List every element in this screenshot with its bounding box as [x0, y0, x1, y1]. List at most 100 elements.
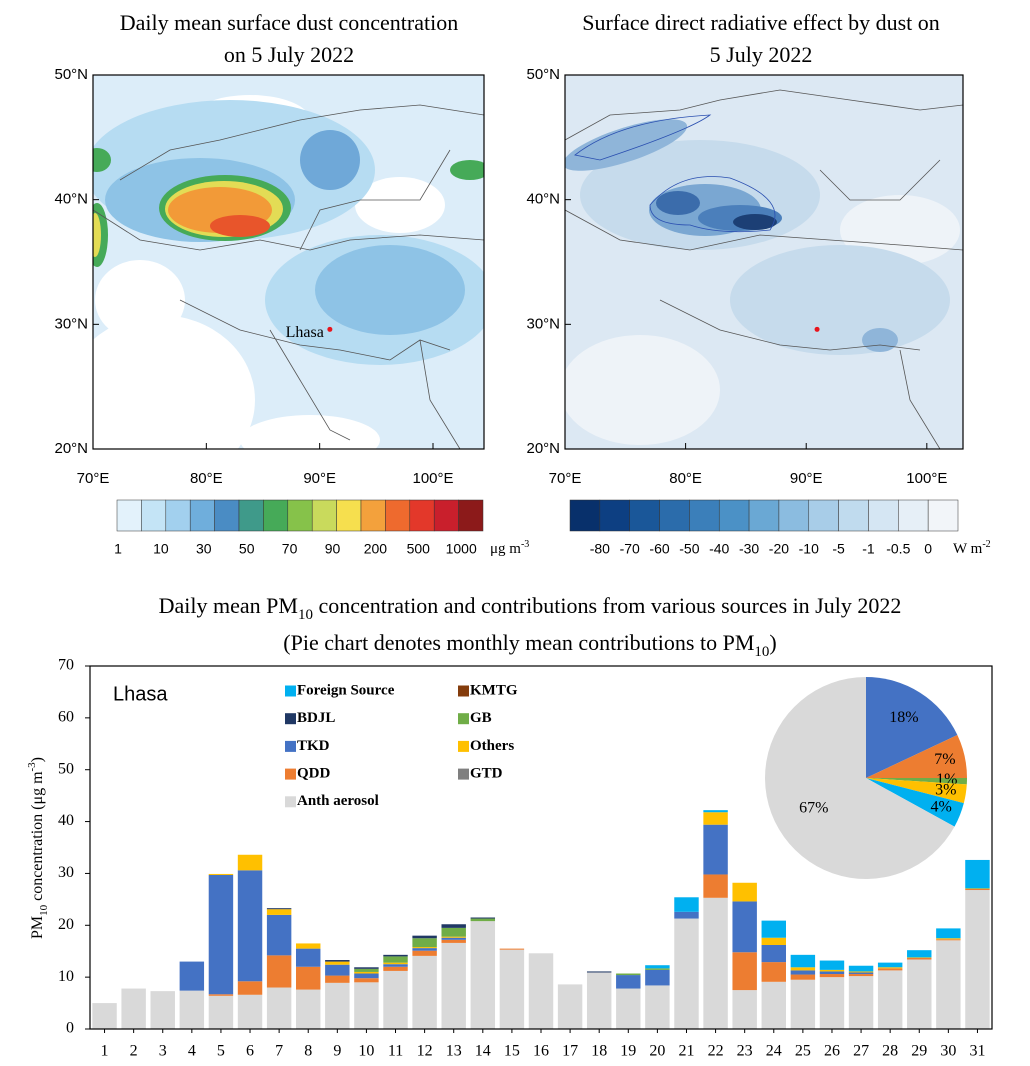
colorbar-box — [868, 499, 899, 532]
bar-segment — [703, 824, 728, 875]
bar-segment — [441, 936, 466, 938]
bar-segment — [179, 990, 205, 1029]
legend-swatch — [285, 768, 296, 780]
bar-segment — [936, 940, 961, 1029]
bar-segment — [354, 978, 379, 983]
x-tick-label: 16 — [533, 1043, 549, 1060]
legend-swatch — [285, 713, 296, 725]
bar-segment — [586, 971, 612, 973]
x-tick-label: 22 — [708, 1043, 724, 1060]
bar-segment — [383, 970, 408, 1029]
colorbar-box — [116, 499, 142, 532]
legend-swatch — [285, 740, 296, 752]
bar-segment — [412, 948, 437, 951]
x-tick-label: 19 — [620, 1043, 636, 1060]
title-sub: 10 — [298, 607, 313, 623]
y-tick-label: 0 — [66, 1020, 74, 1037]
colorbar-label: -80 — [590, 541, 610, 557]
colorbar-box — [263, 499, 289, 532]
bar-segment — [732, 952, 757, 991]
y-label-part: concentration (μg m — [29, 771, 46, 905]
colorbar-box — [385, 499, 411, 532]
map-title: Daily mean surface dust concentration — [120, 10, 458, 35]
x-tick-label: 8 — [304, 1043, 312, 1060]
bar-segment — [616, 975, 641, 989]
x-tick-label: 30 — [940, 1043, 956, 1060]
colorbar-box — [659, 499, 690, 532]
bar-segment — [557, 984, 583, 1029]
bar-segment — [965, 859, 990, 889]
x-tick-label: 12 — [417, 1043, 433, 1060]
bar-segment — [354, 973, 379, 979]
bar-segment — [383, 966, 408, 971]
bar-segment — [761, 962, 786, 982]
colorbar-box — [409, 499, 435, 532]
y-tick-label: 50°N — [54, 66, 88, 83]
bar-segment — [441, 942, 466, 1029]
bar-segment — [907, 959, 932, 1029]
colorbar-label: 200 — [364, 541, 388, 557]
bar-segment — [819, 969, 845, 972]
bar-segment — [645, 968, 670, 970]
map-title: on 5 July 2022 — [224, 42, 354, 67]
x-tick-label: 100°E — [906, 470, 947, 487]
pie-label: 3% — [935, 781, 956, 798]
legend-label: KMTG — [470, 682, 518, 698]
legend-label: Others — [470, 738, 514, 754]
y-tick-label: 30 — [58, 864, 74, 881]
colorbar-box — [629, 499, 660, 532]
legend-label: TKD — [297, 738, 330, 754]
bar-segment — [325, 975, 350, 983]
x-tick-label: 1 — [101, 1043, 109, 1060]
pie-label: 7% — [934, 751, 955, 768]
bar-segment — [790, 954, 816, 968]
x-tick-label: 2 — [130, 1043, 138, 1060]
pie-label: 18% — [889, 709, 918, 726]
x-tick-label: 13 — [446, 1043, 462, 1060]
map-title: Surface direct radiative effect by dust … — [582, 10, 940, 35]
bar-segment — [936, 939, 961, 941]
colorbar-box — [599, 499, 630, 532]
bar-segment — [325, 961, 350, 965]
bar-segment — [761, 981, 786, 1029]
bar-segment — [354, 968, 379, 972]
title-text: ) — [769, 630, 776, 655]
colorbar-label: -5 — [832, 541, 845, 557]
bar-segment — [877, 968, 903, 971]
bar-segment — [354, 971, 379, 974]
bar-segment — [412, 938, 437, 948]
legend-label: Anth aerosol — [297, 793, 379, 809]
x-tick-label: 6 — [246, 1043, 254, 1060]
bar-segment — [732, 901, 757, 953]
bar-segment — [790, 974, 816, 980]
bar-segment — [383, 964, 408, 967]
colorbar-label: -10 — [799, 541, 819, 557]
bar-segment — [237, 981, 263, 995]
legend-swatch — [458, 740, 469, 752]
colorbar-box — [238, 499, 264, 532]
bar-segment — [412, 955, 437, 1029]
legend-swatch — [458, 713, 469, 725]
bar-segment — [965, 888, 990, 889]
y-label-part: 10 — [38, 904, 50, 916]
bar-segment — [266, 909, 292, 915]
colorbar-label: -1 — [862, 541, 875, 557]
bar-segment — [848, 972, 874, 975]
pie-label: 4% — [930, 798, 951, 815]
bar-segment — [936, 938, 961, 940]
bar-segment — [470, 917, 496, 919]
bar-segment — [179, 961, 205, 991]
bar-segment — [645, 965, 670, 969]
bar-segment — [266, 955, 292, 988]
bar-segment — [296, 966, 321, 990]
colorbar-label: 70 — [282, 541, 298, 557]
colorbar-box — [569, 499, 601, 532]
colorbar-box — [336, 499, 362, 532]
bar-segment — [237, 994, 263, 1029]
unit-sup: -2 — [982, 539, 990, 550]
x-tick-label: 10 — [358, 1043, 374, 1060]
colorbar-box — [458, 499, 484, 532]
colorbar-box — [165, 499, 191, 532]
x-tick-label: 70°E — [549, 470, 582, 487]
y-label-part: ) — [29, 757, 46, 762]
